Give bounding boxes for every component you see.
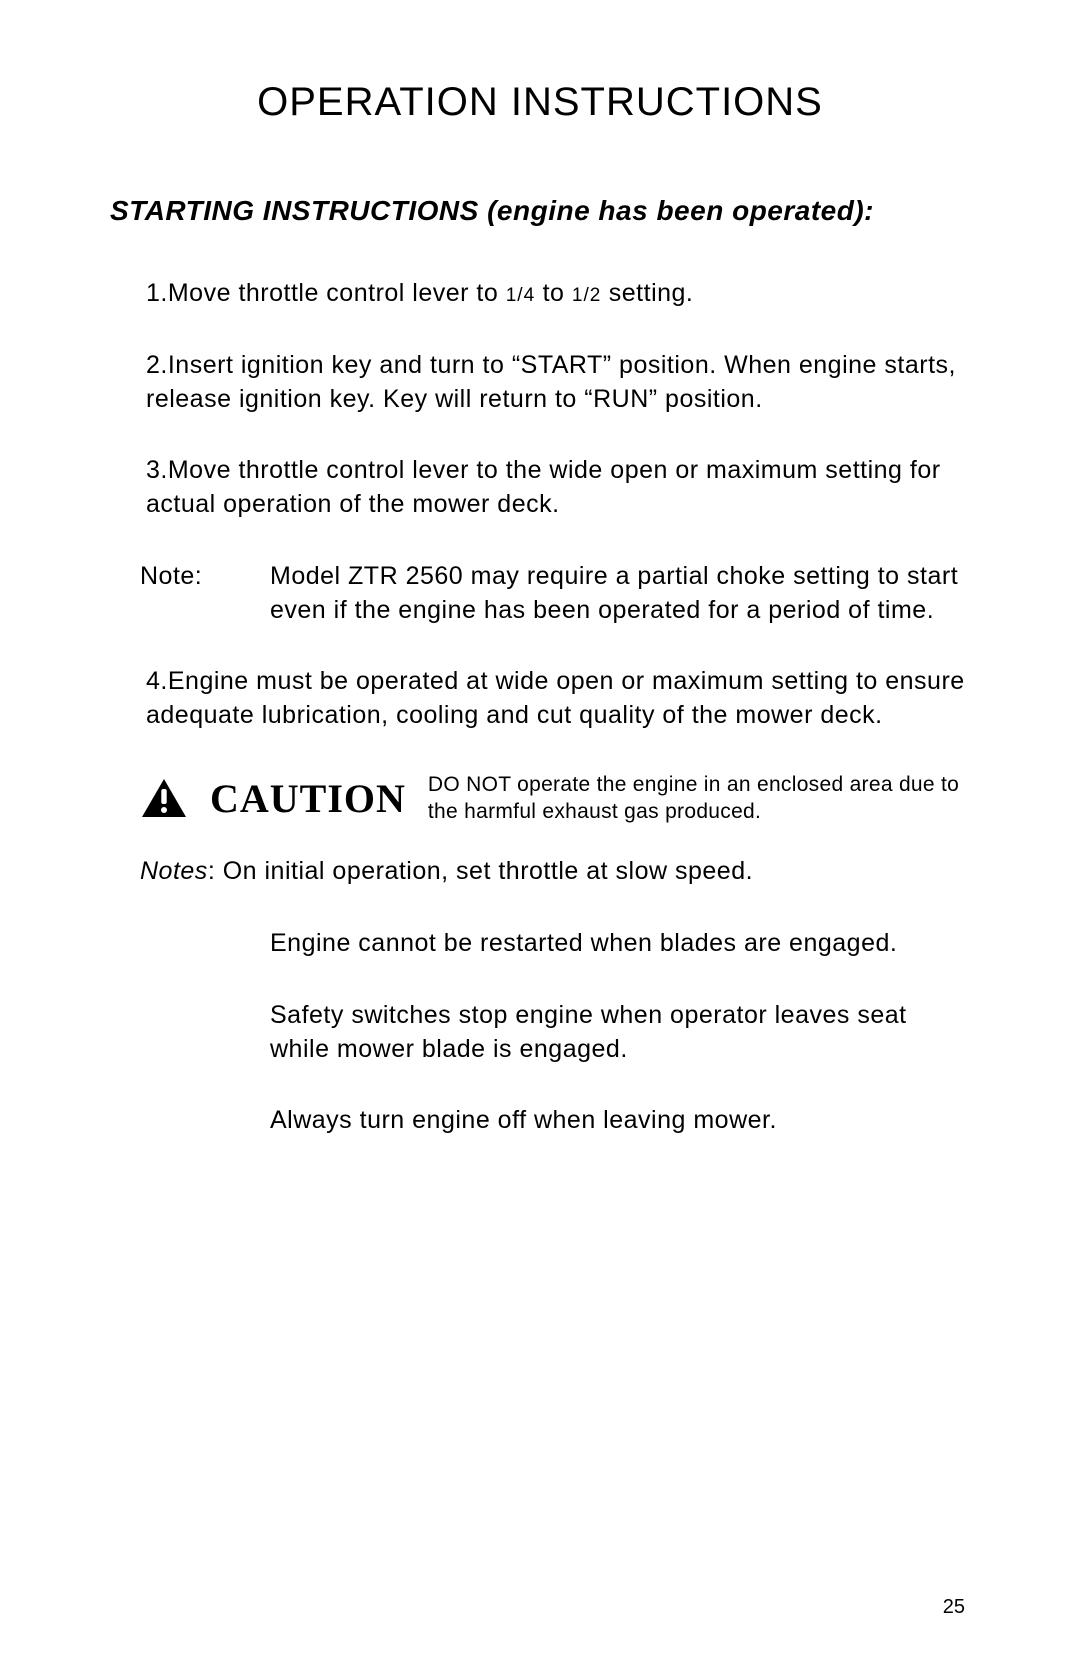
notes-item: Always turn engine off when leaving mowe… (140, 1104, 970, 1138)
caution-block: CAUTION DO NOT operate the engine in an … (110, 771, 970, 826)
section-heading: STARTING INSTRUCTIONS (engine has been o… (110, 195, 970, 227)
instruction-list-cont: 4.Engine must be operated at wide open o… (110, 665, 970, 733)
notes-first-line: Notes: On initial operation, set throttl… (140, 855, 970, 889)
notes-label: Notes (140, 857, 208, 885)
warning-icon (140, 777, 188, 819)
fraction: 1/4 (506, 285, 535, 306)
item-text: Move throttle control lever to the wide … (146, 456, 941, 518)
note-label: Note: (140, 560, 270, 628)
section-heading-suffix: (engine has been operated): (479, 195, 874, 226)
item-text: Insert ignition key and turn to “START” … (146, 351, 956, 413)
note-text: Model ZTR 2560 may require a partial cho… (270, 560, 970, 628)
notes-section: Notes: On initial operation, set throttl… (110, 855, 970, 1138)
notes-item: Engine cannot be restarted when blades a… (140, 927, 970, 961)
item-text: setting. (601, 279, 693, 307)
page-number: 25 (943, 1596, 965, 1619)
instruction-item-2: 2.Insert ignition key and turn to “START… (140, 349, 970, 417)
fraction: 1/2 (572, 285, 601, 306)
caution-text: DO NOT operate the engine in an enclosed… (428, 771, 970, 826)
page-title: OPERATION INSTRUCTIONS (110, 80, 970, 125)
item-text: to (535, 279, 572, 307)
instruction-list: 1.Move throttle control lever to 1/4 to … (110, 277, 970, 522)
item-number: 2. (146, 351, 168, 379)
item-text: Engine must be operated at wide open or … (146, 667, 965, 729)
notes-item: Safety switches stop engine when operato… (140, 999, 970, 1067)
note-block: Note: Model ZTR 2560 may require a parti… (110, 560, 970, 628)
instruction-item-3: 3.Move throttle control lever to the wid… (140, 454, 970, 522)
item-text: Move throttle control lever to (168, 279, 506, 307)
instruction-item-4: 4.Engine must be operated at wide open o… (140, 665, 970, 733)
instruction-item-1: 1.Move throttle control lever to 1/4 to … (140, 277, 970, 311)
notes-first-text: : On initial operation, set throttle at … (208, 857, 753, 885)
caution-word: CAUTION (210, 775, 406, 822)
item-number: 3. (146, 456, 168, 484)
item-number: 4. (146, 667, 168, 695)
section-heading-prefix: STARTING INSTRUCTIONS (110, 195, 479, 226)
item-number: 1. (146, 279, 168, 307)
